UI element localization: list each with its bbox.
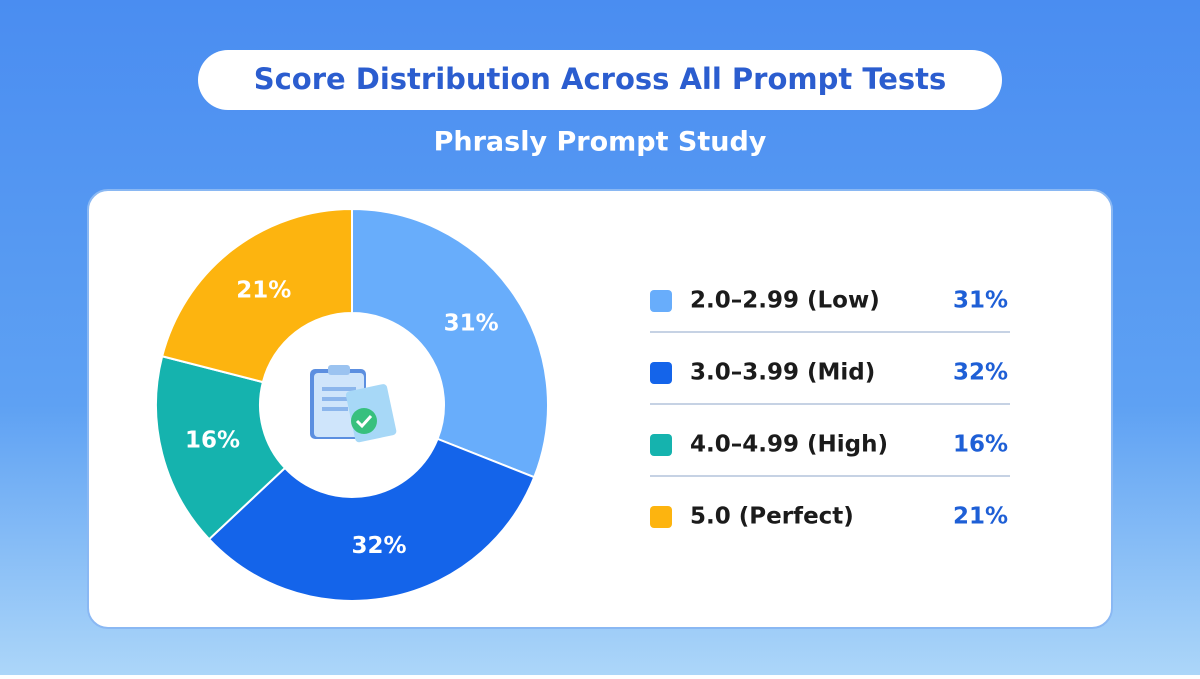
slice-label: 16% [185, 427, 240, 453]
slice-label: 31% [444, 311, 499, 337]
title-pill [198, 50, 1002, 110]
legend-value: 32% [953, 360, 1008, 386]
slice-label: 21% [236, 278, 291, 304]
slice [351, 207, 549, 479]
legend-value: 16% [953, 432, 1008, 458]
legend-value: 21% [953, 504, 1008, 530]
legend-label: 5.0 (Perfect) [690, 504, 854, 530]
legend-label: 3.0–3.99 (Mid) [690, 360, 875, 386]
legend-swatch [650, 434, 672, 456]
slice [207, 437, 536, 602]
legend-swatch [650, 506, 672, 528]
chart-subtitle: Phrasly Prompt Study [434, 127, 767, 158]
legend-swatch [650, 290, 672, 312]
chart-title: Score Distribution Across All Prompt Tes… [254, 62, 947, 96]
slice [160, 207, 353, 384]
slice [155, 355, 287, 541]
legend-swatch [650, 362, 672, 384]
legend-value: 31% [953, 288, 1008, 314]
legend-label: 4.0–4.99 (High) [690, 432, 888, 458]
legend-label: 2.0–2.99 (Low) [690, 288, 880, 314]
slice-label: 32% [351, 533, 406, 559]
center-icon [310, 365, 397, 443]
